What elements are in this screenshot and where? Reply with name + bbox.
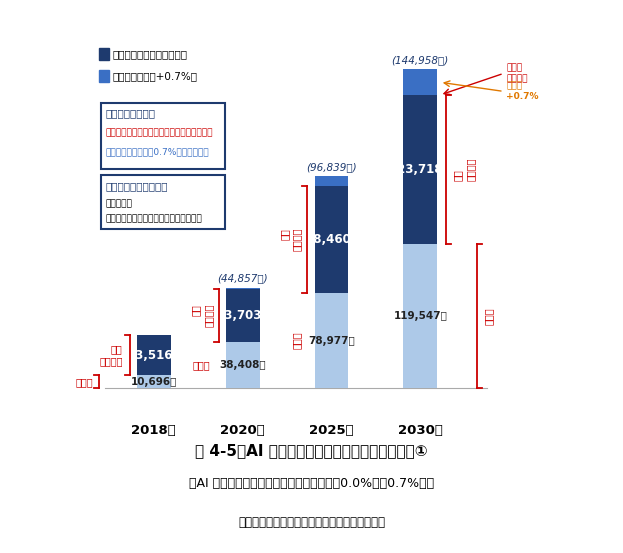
Text: 2020年: 2020年 — [221, 424, 265, 437]
Text: 生産性
+0.7%: 生産性 +0.7% — [506, 82, 539, 101]
Text: 人材数: 人材数 — [192, 360, 210, 370]
Text: 10,696人: 10,696人 — [131, 377, 177, 387]
Text: （上段）：生産性の上昇率を考慮しない場合: （上段）：生産性の上昇率を考慮しない場合 — [106, 128, 213, 137]
Text: 2025年: 2025年 — [309, 424, 354, 437]
Bar — [137, 375, 171, 388]
Text: 119,547人: 119,547人 — [393, 311, 447, 321]
Text: (96,839人): (96,839人) — [306, 162, 357, 172]
Text: ＜需給ギャップ＞: ＜需給ギャップ＞ — [106, 108, 156, 118]
Text: 下段　：生産性が＋0.7%上昇する場合: 下段 ：生産性が＋0.7%上昇する場合 — [106, 147, 209, 156]
Text: 78,977人: 78,977人 — [308, 336, 355, 346]
Text: 2030年: 2030年 — [398, 424, 443, 437]
Text: 需給
ギャップ: 需給 ギャップ — [453, 158, 475, 181]
Bar — [226, 288, 260, 289]
Text: 人材数: 人材数 — [292, 332, 302, 349]
Text: （需要の伸びのシナリオによらず一定）: （需要の伸びのシナリオによらず一定） — [106, 215, 202, 223]
Bar — [315, 293, 348, 388]
Text: 生産性
考慮無し: 生産性 考慮無し — [506, 64, 528, 83]
Text: (144,958人): (144,958人) — [392, 55, 449, 65]
Text: 不足数（生産性+0.7%）: 不足数（生産性+0.7%） — [112, 71, 197, 81]
Text: 人材数: 人材数 — [76, 377, 93, 387]
Bar — [226, 289, 260, 342]
Text: 2018年: 2018年 — [131, 424, 176, 437]
Bar — [315, 176, 348, 186]
Text: 38,408人: 38,408人 — [219, 360, 266, 370]
Bar — [99, 48, 108, 60]
Text: 人材数: 人材数 — [483, 307, 493, 325]
Text: 不足数（生産性考慮無し）: 不足数（生産性考慮無し） — [112, 49, 187, 59]
Text: （出所）試算結果をもとにみずほ情報総研作成: （出所）試算結果をもとにみずほ情報総研作成 — [238, 516, 385, 529]
Text: (44,857人): (44,857人) — [217, 274, 268, 284]
Bar — [404, 244, 437, 388]
FancyBboxPatch shape — [100, 103, 225, 169]
Text: 123,718人: 123,718人 — [390, 163, 450, 176]
Text: 88,460人: 88,460人 — [305, 233, 358, 246]
Text: 33,516人: 33,516人 — [128, 348, 180, 362]
Bar — [315, 186, 348, 293]
Text: 供給人材数: 供給人材数 — [106, 199, 133, 208]
Bar — [99, 70, 108, 82]
Bar — [137, 335, 171, 375]
Text: 需給
ギャップ: 需給 ギャップ — [280, 228, 302, 252]
Text: 43,703人: 43,703人 — [216, 309, 269, 322]
Bar — [404, 95, 437, 244]
FancyBboxPatch shape — [100, 175, 225, 229]
Text: 需給
ギャップ: 需給 ギャップ — [191, 304, 213, 327]
Text: 需給
ギャップ: 需給 ギャップ — [99, 344, 123, 366]
Bar — [404, 70, 437, 95]
Text: 図 4-5　AI 人材全体の需給についての試算結果①: 図 4-5 AI 人材全体の需給についての試算結果① — [195, 443, 428, 458]
Text: （AI 需要の伸び「平均」、生産性上昇率「0.0%」「0.7%」）: （AI 需要の伸び「平均」、生産性上昇率「0.0%」「0.7%」） — [189, 477, 434, 491]
Bar — [226, 342, 260, 388]
Text: ＜人材数＞（供給数）: ＜人材数＞（供給数） — [106, 181, 168, 191]
